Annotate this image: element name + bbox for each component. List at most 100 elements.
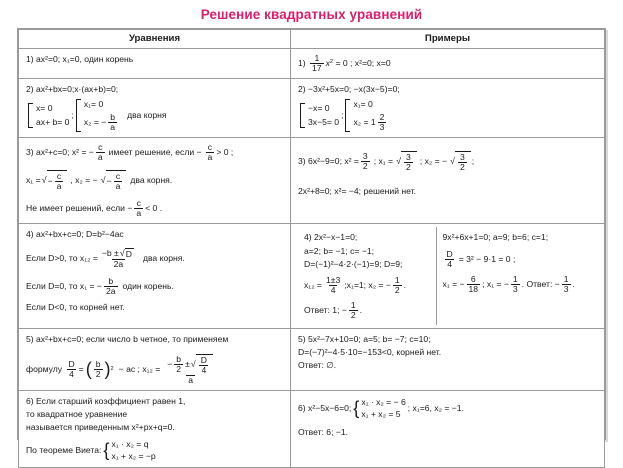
paren-right-icon: ) — [104, 358, 111, 379]
numerator: 3 — [406, 152, 411, 163]
row-3-line-1: 3) ax²+c=0; x² = − c a имеет решение, ес… — [26, 143, 233, 162]
row-3-line-3: Не имеет решений, если − c a < 0 . — [26, 199, 162, 218]
row-4-ex2-l3: x₁ = − 6 18 ; x₁ = − 1 3 — [442, 273, 525, 294]
table-head: Уравнения Примеры — [18, 28, 605, 50]
numerator: b — [108, 276, 114, 287]
row-4-ex2-answer-b: . — [572, 278, 575, 289]
row-2-system-1-line-2: ax+ b= 0 — [36, 117, 70, 128]
row-2-system-2: x₁= 0 x₂ = − b a — [81, 99, 119, 132]
denominator: 18 — [466, 283, 481, 294]
row-5-line-2: формулу D 4 = ( b 2 — [26, 354, 218, 385]
row-4-ex2-l3-b: ; x₁ = − — [482, 278, 509, 289]
row-4-line-2-a: Если D>0, то x₁₂ = — [26, 253, 98, 264]
row-2-system-2-line-2: x₂ = − b a — [84, 113, 119, 132]
main-table: Уравнения Примеры 1) ax²=0; x₁=0, один к… — [18, 28, 605, 468]
row-2-note: два корня — [127, 110, 167, 121]
row-5-equals: = — [78, 364, 84, 375]
row-2-system-2-line-1: x₁= 0 — [83, 99, 104, 110]
sqrt-icon: √ — [190, 359, 196, 369]
row-3-line-2-a: x₁ = — [26, 175, 41, 186]
row-4-subrow: 4) 2x²−x−1=0; a=2; b= −1; c= −1; D=(−1)²… — [298, 227, 598, 325]
denominator: a — [186, 375, 195, 386]
table-row: 2) ax²+bx=0;x·(ax+b)=0; x= 0 ax+ b= 0 ; — [18, 78, 605, 139]
row-2-example-system-2-line-1: x₁= 0 — [353, 99, 373, 110]
row-5-line-1: 5) ax²+bx+c=0; если число b четное, то п… — [26, 334, 229, 344]
denominator: 2 — [404, 162, 413, 173]
row-4-example-left: 4) 2x²−x−1=0; a=2; b= −1; c= −1; D=(−1)²… — [298, 227, 437, 325]
numerator: c — [56, 171, 62, 182]
row-4-ex-fraction-1: 1±3 4 — [324, 275, 342, 295]
row-4-discriminant-formula: −b ± √ D 2a — [100, 248, 137, 269]
row-4-ex-answer-b: . — [359, 304, 363, 315]
row-1-equations-cell: 1) ax²=0; x₁=0, один корень — [18, 48, 291, 80]
row-6-ex-equations: x₁ · x₂ = − 6 x₁ + x₂ = 5 — [359, 397, 405, 420]
row-4-line-1: 4) ax²+bx+c=0; D=b²−4ac — [26, 229, 124, 240]
row-1-fraction-numerator: 1 — [314, 53, 320, 64]
row-4-sqrt-D-body: D — [124, 248, 134, 260]
denominator: 2 — [348, 309, 358, 320]
numerator: 3 — [362, 151, 368, 162]
table-body: 1) ax²=0; x₁=0, один корень 1) 1 17 x2 =… — [18, 48, 605, 468]
row-6-line-3: называется приведенным x²+px+q=0. — [26, 422, 175, 433]
row-3-line-3-b: < 0 . — [145, 203, 163, 214]
column-header-examples: Примеры — [290, 28, 605, 50]
row-2-example-fraction-denominator: 3 — [377, 122, 387, 133]
row-4-ex-l1: 4) 2x²−x−1=0; — [304, 232, 358, 243]
row-6-vieta-eq-1: x₁ · x₂ = q — [111, 439, 149, 450]
row-4-example-right: 9x²+6x+1=0; a=9; b=6; c=1; D 4 = 3² − 9·… — [436, 227, 598, 325]
row-3-fraction-2-denominator: a — [205, 152, 215, 163]
row-4-examples-cell: 4) 2x²−x−1=0; a=2; b= −1; c= −1; D=(−1)²… — [290, 223, 605, 329]
row-4-line-2-b: два корня. — [142, 253, 185, 264]
row-2-system-1-line-1: x= 0 — [36, 103, 53, 114]
row-6-ex-eq-1: x₁ · x₂ = − 6 — [361, 397, 406, 408]
row-6-vieta-equations: x₁ · x₂ = q x₁ + x₂ = −p — [109, 439, 155, 462]
denominator: 3 — [510, 283, 520, 294]
row-6-ex-l1: 6) x²−5x−6=0; { x₁ · x₂ = − 6 x₁ + x₂ = … — [298, 397, 464, 420]
row-5-fraction-D4: D 4 — [66, 359, 76, 379]
numerator: 1 — [394, 274, 400, 285]
row-1-example-tail: x2 = 0 ; x²=0; x=0 — [325, 58, 391, 69]
row-5-inner-fraction: b 2 — [174, 354, 184, 374]
row-1-marker: 1) — [298, 58, 306, 69]
numerator: c — [136, 198, 141, 209]
numerator: 6 — [470, 273, 476, 284]
row-4-line-3: Если D=0, то x₁ = − b 2a один корень. — [26, 277, 174, 296]
numerator: D — [68, 359, 75, 369]
row-2-example-fraction: 2 3 — [377, 113, 387, 133]
denominator: 2 — [458, 162, 467, 173]
row-5-ex-l2: D=(−7)²−4·5·10=−153<0, корней нет. — [298, 347, 442, 357]
row-2-semicolon: ; — [71, 110, 74, 121]
row-2-fraction-numerator: b — [110, 112, 116, 123]
row-6-ex-l1-b: ; x₁=6, x₂ = −1. — [407, 403, 464, 414]
sqrt-icon: √ — [41, 175, 47, 186]
row-6-equations-cell: 6) Если старший коэффициент равен 1, то … — [18, 390, 291, 468]
row-2-system-1: x= 0 ax+ b= 0 — [33, 103, 69, 128]
brace-icon: { — [353, 397, 360, 418]
row-3-sqrt-1: √ − c a — [42, 170, 68, 191]
row-4-num-lead: −b ± — [101, 248, 119, 259]
bracket-icon — [300, 103, 305, 129]
sqrt-icon: √ — [119, 248, 125, 259]
row-4-line-3-a: Если D=0, то x₁ = − — [26, 281, 102, 292]
sqrt-icon: √ — [450, 156, 455, 167]
row-3-equations-cell: 3) ax²+c=0; x² = − c a имеет решение, ес… — [18, 137, 291, 225]
row-4-ex2-l1: 9x²+6x+1=0; a=9; b=6; c=1; — [442, 232, 549, 243]
row-6-vieta-label: По теореме Виета: — [26, 445, 102, 456]
row-6-line-1: 6) Если старший коэффициент равен 1, — [26, 396, 186, 407]
denominator: a — [134, 208, 144, 219]
row-4-ex2-answer-a: Ответ: − — [526, 278, 560, 289]
numerator: c — [115, 171, 121, 182]
row-4-equations-cell: 4) ax²+bx+c=0; D=b²−4ac Если D>0, то x₁₂… — [18, 223, 291, 329]
row-3-example-a: 3) 6x²−9=0; x² = — [298, 156, 359, 167]
row-4-ex2-fraction-D4: D 4 — [445, 249, 455, 269]
row-2-fraction-denominator: a — [108, 122, 118, 133]
row-4-ex2-l3-a: x₁ = − — [442, 278, 465, 289]
page-title: Решение квадратных уравнений — [200, 7, 423, 22]
denominator: 4 — [445, 258, 454, 269]
sqrt-icon: √ — [396, 156, 402, 167]
row-2-bracket-2: x₁= 0 x₂ = − b a — [75, 99, 119, 133]
